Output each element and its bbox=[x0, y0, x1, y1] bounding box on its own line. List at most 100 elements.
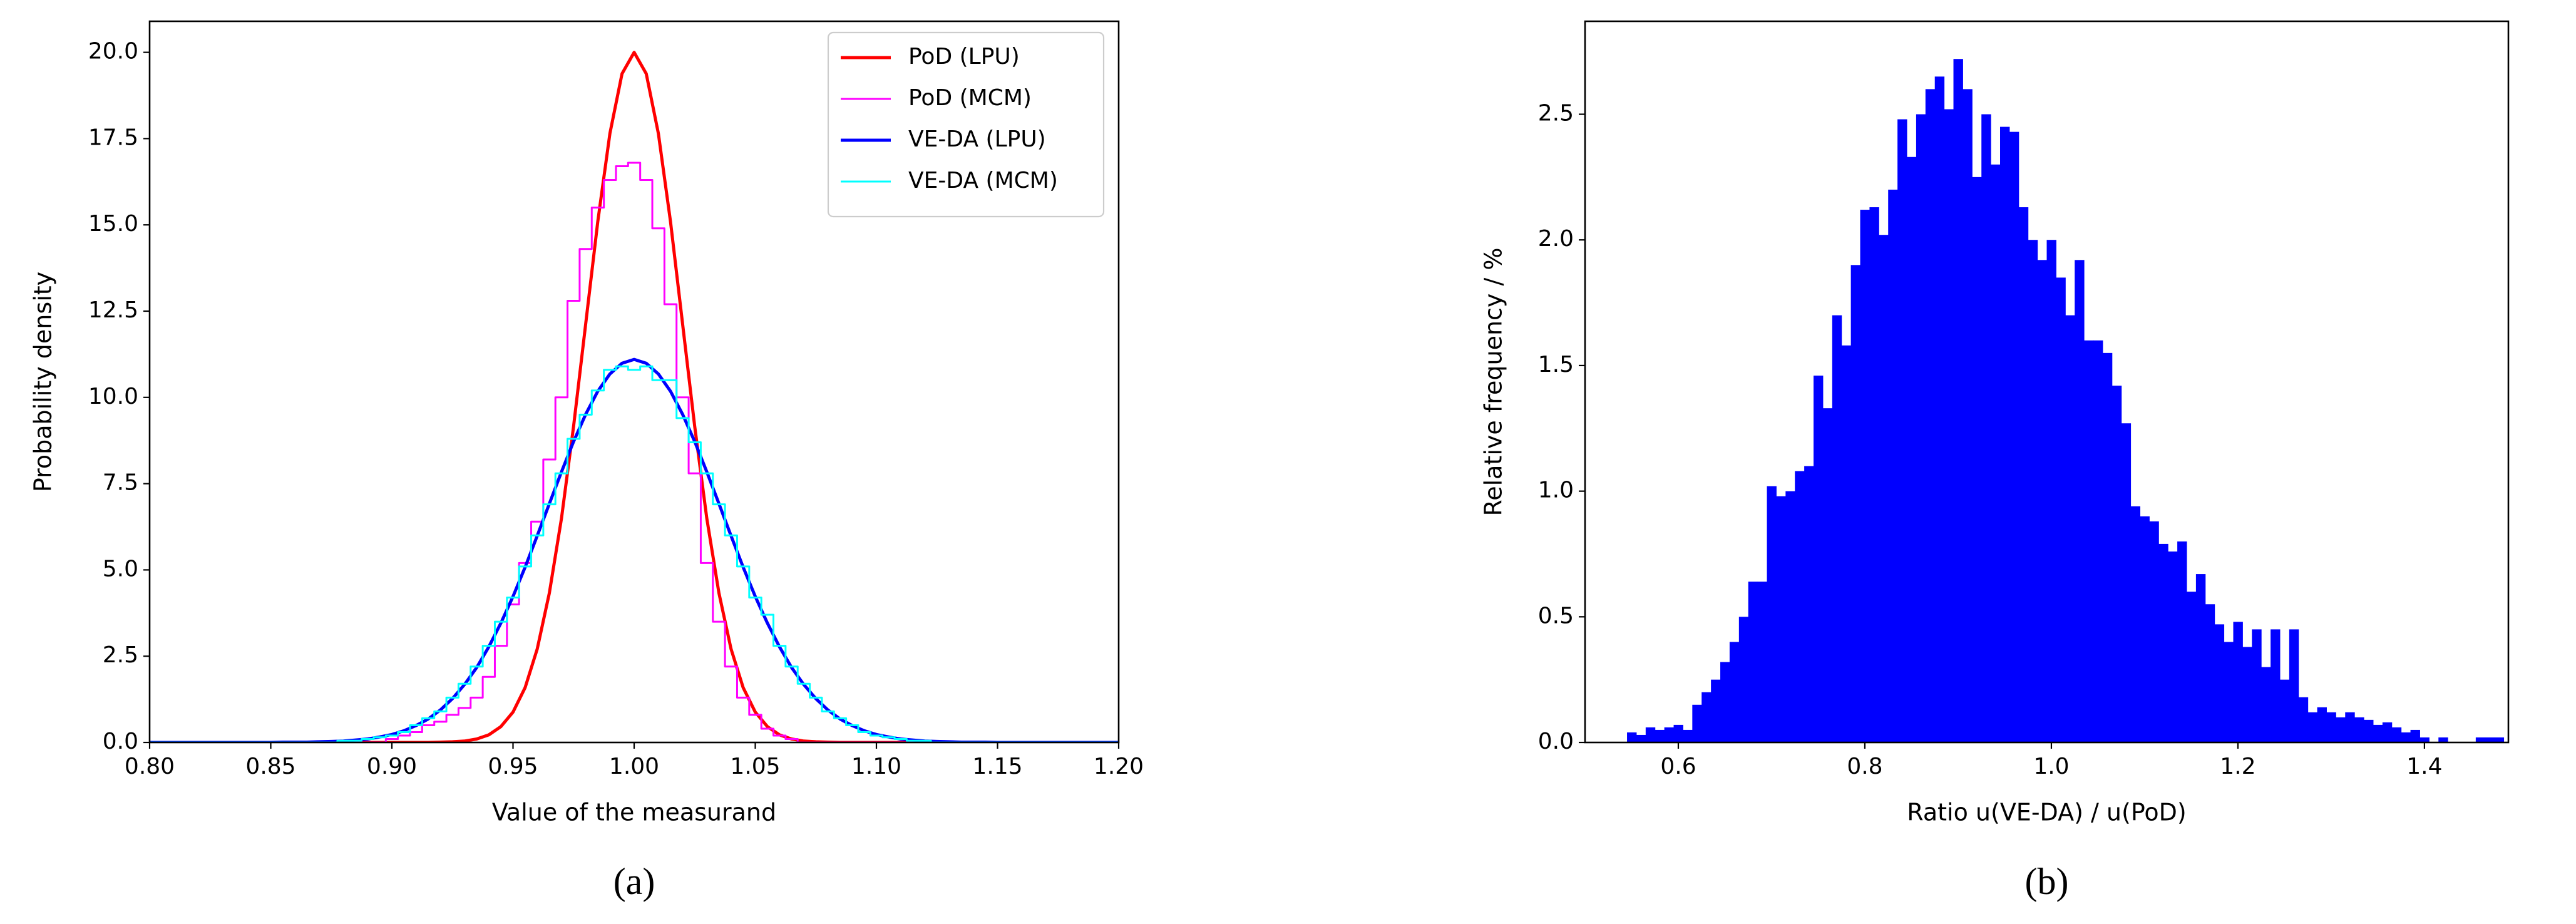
x-tick-label: 1.4 bbox=[2406, 754, 2442, 779]
histogram-bar bbox=[2336, 717, 2346, 742]
histogram-bar bbox=[2279, 679, 2290, 742]
histogram-bar bbox=[2382, 722, 2393, 742]
x-tick-label: 1.2 bbox=[2220, 754, 2255, 779]
histogram-bar bbox=[2401, 732, 2411, 742]
histogram-bar bbox=[1916, 114, 1926, 742]
histogram-bar bbox=[1804, 466, 1814, 742]
histogram-bar bbox=[2121, 423, 2132, 742]
y-axis-label: Relative frequency / % bbox=[1480, 248, 1507, 516]
legend-label: PoD (LPU) bbox=[908, 44, 1020, 69]
histogram-bar bbox=[2056, 277, 2066, 742]
histogram-bar bbox=[1841, 345, 1852, 742]
histogram-bar bbox=[2252, 629, 2262, 742]
histogram-bar bbox=[2205, 604, 2215, 742]
histogram-bar bbox=[1897, 119, 1907, 742]
histogram-bar bbox=[1860, 210, 1870, 742]
histogram-bar bbox=[2261, 667, 2271, 742]
histogram-bar bbox=[2018, 207, 2029, 742]
histogram-bar bbox=[1907, 157, 1917, 742]
histogram-bar bbox=[2186, 592, 2197, 742]
histogram-bar bbox=[1991, 164, 2001, 742]
x-tick-label: 1.0 bbox=[2033, 754, 2069, 779]
histogram-bar bbox=[2419, 737, 2430, 742]
histogram-bar bbox=[2233, 622, 2243, 742]
histogram-bar bbox=[2242, 647, 2252, 742]
histogram-bar bbox=[1748, 582, 1758, 742]
y-tick-label: 2.5 bbox=[1538, 101, 1574, 126]
histogram-bar bbox=[2307, 712, 2318, 742]
histogram-bar bbox=[1832, 315, 1842, 742]
histogram-bar bbox=[1795, 471, 1805, 742]
histogram-bar bbox=[2289, 629, 2299, 742]
histogram-bar bbox=[2298, 697, 2309, 742]
histogram-bar bbox=[1664, 727, 1675, 742]
y-axis-label: Probability density bbox=[29, 272, 57, 492]
histogram-bar bbox=[2317, 707, 2327, 742]
series-line bbox=[150, 357, 1119, 742]
chart-panel: 0.80 0.85 0.90 0.95 1.00 1.05 1.10 1.15 1.20 0.0 2… bbox=[29, 20, 1144, 902]
histogram-bar bbox=[2028, 240, 2038, 742]
histogram-bar bbox=[1953, 59, 1963, 742]
histogram-bar bbox=[2158, 543, 2168, 742]
histogram-bar bbox=[2140, 516, 2150, 742]
histogram-bar bbox=[1822, 408, 1833, 742]
y-tick-label: 7.5 bbox=[103, 470, 138, 496]
histogram-bar bbox=[2093, 340, 2103, 742]
x-tick-label: 1.05 bbox=[730, 754, 780, 779]
histogram-bar bbox=[1850, 265, 1861, 742]
histogram-bar bbox=[1879, 235, 1889, 742]
histogram-bar bbox=[2195, 574, 2206, 742]
x-axis-label: Value of the measurand bbox=[492, 799, 776, 826]
histogram-bar bbox=[2168, 551, 2178, 742]
histogram-bar bbox=[2410, 729, 2420, 742]
x-tick-label: 0.80 bbox=[125, 754, 175, 779]
x-tick-label: 0.6 bbox=[1660, 754, 1696, 779]
histogram-bar bbox=[1655, 729, 1665, 742]
histogram-bar bbox=[1729, 642, 1740, 742]
histogram-bar bbox=[1673, 724, 1683, 742]
histogram-bar bbox=[2037, 260, 2047, 742]
histogram-bar bbox=[1925, 89, 1936, 742]
histogram-bar bbox=[1701, 692, 1711, 742]
histogram-bar bbox=[2000, 126, 2010, 742]
histogram-bar bbox=[1934, 76, 1945, 742]
histogram-bar bbox=[1767, 486, 1777, 742]
series-line bbox=[150, 51, 1119, 742]
histogram-bar bbox=[1757, 582, 1768, 742]
histogram-bar bbox=[2373, 724, 2383, 742]
histogram-bar bbox=[1683, 729, 1693, 742]
x-tick-label: 0.95 bbox=[488, 754, 538, 779]
y-tick-label: 2.5 bbox=[103, 642, 138, 668]
histogram-bar bbox=[1692, 704, 1702, 742]
histogram-bar bbox=[2084, 340, 2094, 742]
y-tick-label: 5.0 bbox=[103, 556, 138, 582]
histogram-bar bbox=[2214, 624, 2225, 742]
histogram-bar bbox=[2438, 737, 2448, 742]
y-tick-label: 15.0 bbox=[88, 211, 138, 237]
y-tick-label: 0.5 bbox=[1538, 603, 1574, 629]
histogram-bar bbox=[2065, 315, 2075, 742]
histogram-bar bbox=[1869, 207, 1879, 742]
histogram-bar bbox=[1944, 109, 1954, 742]
histogram-bar bbox=[2112, 386, 2122, 742]
histogram-bar bbox=[2475, 737, 2486, 742]
y-tick-label: 1.5 bbox=[1538, 352, 1574, 377]
y-tick-label: 17.5 bbox=[88, 125, 138, 150]
histogram-bar bbox=[1720, 662, 1730, 742]
x-tick-label: 1.20 bbox=[1094, 754, 1144, 779]
histogram-bar bbox=[2354, 717, 2364, 742]
histogram-bar bbox=[1963, 89, 1973, 742]
y-tick-label: 12.5 bbox=[88, 297, 138, 323]
y-tick-label: 10.0 bbox=[88, 384, 138, 409]
panel-caption: (b) bbox=[2025, 861, 2069, 902]
histogram-bar bbox=[2009, 131, 2019, 742]
histogram-bar bbox=[2391, 727, 2402, 742]
histogram-bar bbox=[1645, 727, 1656, 742]
histogram-bar bbox=[2102, 352, 2113, 742]
histogram-bar bbox=[2177, 541, 2187, 742]
axes-frame bbox=[1584, 20, 2510, 744]
legend: PoD (LPU) PoD (MCM) VE-DA (LPU) VE-DA (MCM) bbox=[827, 31, 1105, 218]
x-tick-label: 0.8 bbox=[1847, 754, 1882, 779]
histogram-bar bbox=[1738, 617, 1749, 742]
series-line bbox=[150, 365, 1119, 742]
